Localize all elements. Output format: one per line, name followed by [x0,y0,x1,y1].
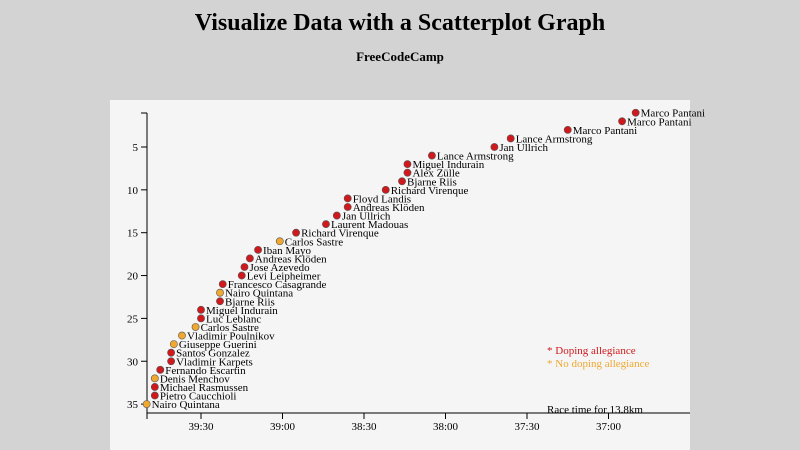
data-point [197,314,205,323]
data-point [490,143,499,151]
x-tick-label: 38:30 [351,421,377,433]
point-label: Richard Virenque [301,228,379,240]
data-point [343,203,352,211]
data-point [167,357,176,366]
data-point [142,400,151,408]
point-label: Nairo Quintana [225,288,293,300]
data-point [403,160,412,169]
data-point [150,391,159,400]
data-point [292,228,300,237]
point-label: Bjarne Riis [407,176,457,188]
x-axis-label: Race time for 13.8km [547,404,643,416]
x-tick-label: 37:00 [596,421,622,433]
data-point [240,263,249,271]
x-tick-label: 38:00 [433,421,459,433]
point-label: Vladimir Poulnikov [187,331,275,343]
data-point [216,288,224,297]
point-label: Santos Gonzalez [176,348,250,360]
page-subtitle: FreeCodeCamp [356,49,444,64]
y-tick-label: 20 [127,271,139,283]
data-point [254,245,262,254]
data-point [506,134,515,143]
data-point [322,220,330,229]
data-point [381,185,390,194]
data-point [216,297,224,306]
point-label: Miguel Indurain [206,305,278,317]
data-point [275,237,284,246]
point-label: Lance Armstrong [437,151,514,163]
chart-panel [110,100,690,450]
data-point [169,340,178,349]
data-point [237,271,246,280]
data-point [150,374,159,383]
point-label: Richard Virenque [391,185,469,197]
point-label: Bjarne Riis [225,296,275,308]
data-point [343,194,352,203]
point-label: Iban Mayo [263,245,311,257]
data-point [156,365,165,374]
data-point [398,177,406,186]
point-label: Carlos Sastre [201,322,259,334]
data-point [332,211,341,220]
point-label: Francesco Casagrande [228,279,327,291]
data-point [563,125,572,134]
point-label: Andreas Klöden [353,202,425,214]
y-tick-label: 30 [127,356,139,368]
data-point [245,254,254,263]
data-point [150,383,159,391]
point-label: Luc Leblanc [206,313,261,325]
point-label: Carlos Sastre [285,236,343,248]
point-label: Marco Pantani [627,116,691,128]
data-point [403,168,412,177]
point-label: Jan Ullrich [499,142,548,154]
y-tick-label: 35 [127,399,139,411]
point-label: Pietro Caucchioli [160,391,237,403]
data-point [178,331,186,340]
point-label: Marco Pantani [641,108,705,120]
data-point [167,348,176,357]
point-label: Denis Menchov [160,373,230,385]
point-label: Vladimir Karpets [176,356,253,368]
point-label: Lance Armstrong [516,133,593,145]
point-label: Levi Leipheimer [247,271,321,283]
x-tick-label: 39:00 [270,421,296,433]
legend-no-doping: * No doping allegiance [547,358,649,370]
point-label: Nairo Quintana [152,399,220,411]
point-label: Floyd Landis [353,193,411,205]
point-label: Laurent Madouas [331,219,408,231]
x-tick-label: 39:30 [188,421,214,433]
point-label: Andreas Klöden [255,253,327,265]
legend-doping: * Doping allegiance [547,345,636,357]
data-point [618,117,626,126]
point-label: Fernando Escartin [165,365,246,377]
data-point [191,323,200,331]
point-label: Marco Pantani [573,125,637,137]
page-title: Visualize Data with a Scatterplot Graph [194,10,606,36]
x-tick-label: 37:30 [514,421,540,433]
point-label: Jan Ullrich [342,211,391,223]
point-label: Miguel Indurain [412,159,484,171]
data-point [218,280,227,289]
point-label: Michael Rasmussen [160,382,249,394]
data-point [197,305,205,314]
y-tick-label: 10 [127,185,139,197]
point-label: Alex Zülle [412,168,459,180]
point-label: Giuseppe Guerini [179,339,257,351]
data-point [428,151,436,160]
y-tick-label: 25 [127,313,139,325]
y-tick-label: 15 [127,228,139,240]
point-label: Jose Azevedo [249,262,310,274]
data-point [631,108,640,117]
y-tick-label: 5 [133,142,139,154]
